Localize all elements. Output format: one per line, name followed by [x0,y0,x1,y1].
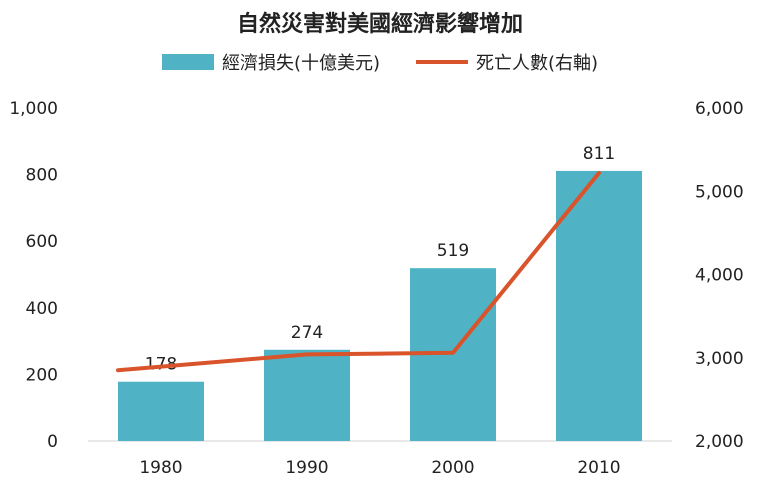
y-right-tick-label: 5,000 [695,182,744,202]
y-left-tick-label: 600 [26,232,58,252]
y-right-tick-label: 4,000 [695,266,744,286]
y-left-tick-label: 400 [26,299,58,319]
legend-item-bars: 經濟損失(十億美元) [161,49,380,75]
y-right-tick-label: 2,000 [695,432,744,452]
y-left-tick-label: 200 [26,365,58,385]
bar-1980 [118,381,204,441]
deaths-line [116,170,601,373]
legend-label-bars: 經濟損失(十億美元) [221,53,380,74]
bar-data-label: 811 [583,144,615,164]
y-right-tick-label: 3,000 [695,349,744,369]
legend-swatch-line [416,60,468,64]
chart-title: 自然災害對美國經濟影響增加 [236,12,523,37]
legend-swatch-bars [161,54,214,70]
x-tick-label: 1990 [285,458,328,478]
legend-item-line: 死亡人數(右軸) [416,49,598,75]
bar-2010 [556,170,642,441]
bar-data-label: 519 [437,241,469,261]
y-right-tick-label: 6,000 [695,99,744,119]
x-tick-label: 2010 [577,458,620,478]
legend: 經濟損失(十億美元) 死亡人數(右軸) [0,48,760,76]
x-tick-label: 2000 [431,458,474,478]
x-tick-label: 1980 [139,458,182,478]
y-left-tick-label: 0 [47,432,58,452]
y-left-tick-label: 800 [26,166,58,186]
y-left-tick-label: 1,000 [9,99,58,119]
bar-1990 [264,349,350,441]
legend-label-line: 死亡人數(右軸) [476,53,599,74]
bar-data-label: 274 [291,323,323,343]
